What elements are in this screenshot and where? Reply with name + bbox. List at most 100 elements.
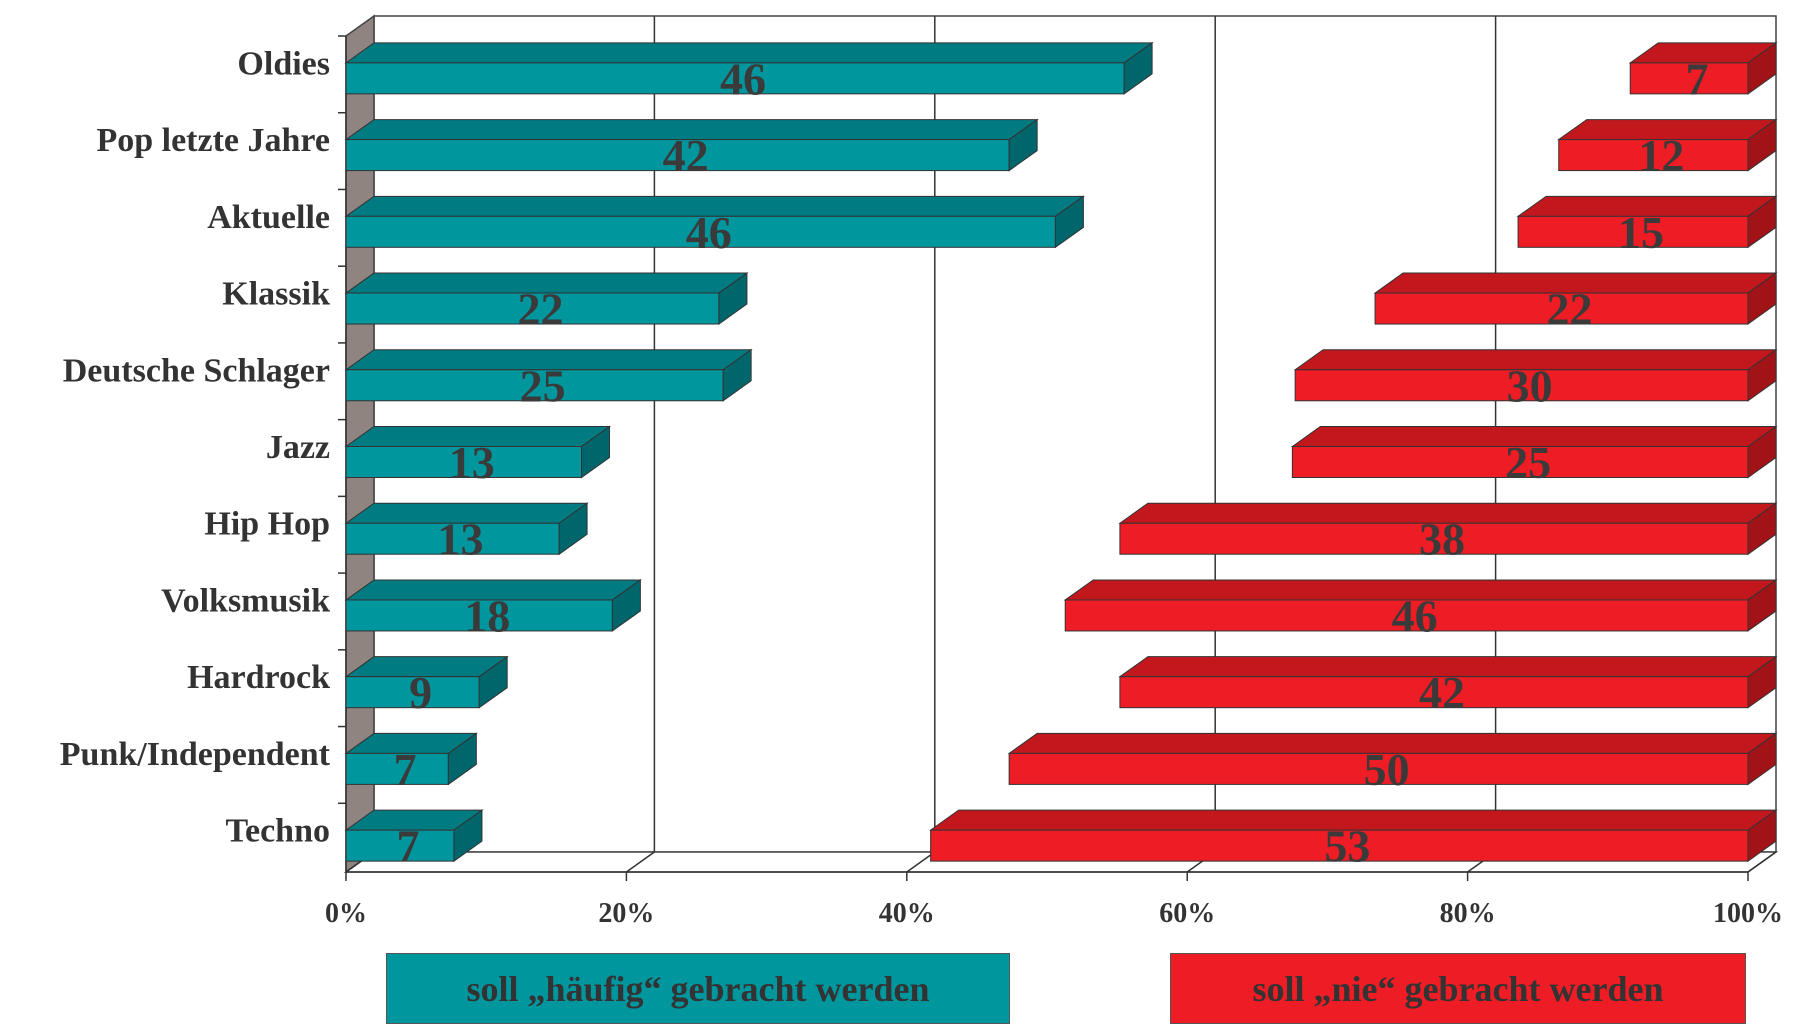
bar-side xyxy=(1747,195,1777,249)
bar-haeufig xyxy=(344,732,478,786)
bar-front xyxy=(1294,369,1749,402)
data-label-haeufig: 22 xyxy=(517,284,563,335)
bar-nie xyxy=(1293,348,1778,402)
data-label-nie: 46 xyxy=(1392,590,1438,641)
x-tick-label: 20% xyxy=(598,898,654,929)
bar-front xyxy=(1119,522,1749,555)
bar-haeufig xyxy=(344,655,509,709)
data-label-nie: 38 xyxy=(1419,514,1465,565)
legend-nie: soll „nie“ gebracht werden xyxy=(1170,953,1746,1024)
bar-side xyxy=(1747,655,1777,709)
data-label-nie: 15 xyxy=(1618,207,1664,258)
data-label-haeufig: 18 xyxy=(464,590,510,641)
bar-side xyxy=(558,502,588,556)
bar-front xyxy=(1517,215,1749,248)
bar-side xyxy=(1054,195,1084,249)
bar-front xyxy=(1064,599,1749,632)
data-label-nie: 12 xyxy=(1638,130,1684,181)
bar-side xyxy=(1747,348,1777,402)
data-label-haeufig: 46 xyxy=(686,207,732,258)
bar-nie xyxy=(1516,195,1778,249)
data-label-nie: 25 xyxy=(1505,437,1551,488)
bar-haeufig xyxy=(344,272,749,326)
bar-side xyxy=(611,578,641,632)
bar-nie xyxy=(1290,425,1778,479)
category-label: Techno xyxy=(225,813,330,850)
bar-front xyxy=(1374,292,1749,325)
bar-side xyxy=(1747,41,1777,95)
legend-haeufig: soll „häufig“ gebracht werden xyxy=(386,953,1010,1024)
x-tick-label: 80% xyxy=(1440,898,1496,929)
bar-side xyxy=(1747,732,1777,786)
bar-side xyxy=(478,655,508,709)
bar-nie xyxy=(1557,118,1778,172)
bar-front xyxy=(345,446,583,478)
floor-gridline xyxy=(906,851,936,873)
floor-gridline xyxy=(1747,851,1777,873)
bar-haeufig xyxy=(344,41,1154,95)
bar-nie xyxy=(1118,502,1778,556)
bar-side xyxy=(722,348,752,402)
bar-haeufig xyxy=(344,195,1085,249)
bar-side xyxy=(1747,425,1777,479)
bar-haeufig xyxy=(344,578,642,632)
category-labels: Oldies Pop letzte Jahre Aktuelle Klassik Deu… xyxy=(60,45,331,849)
bar-front xyxy=(1119,676,1749,709)
bar-front xyxy=(345,62,1125,95)
bar-side xyxy=(1008,118,1038,172)
bar-side xyxy=(718,272,748,326)
bar-front xyxy=(345,369,724,402)
legend-label-nie: soll „nie“ gebracht werden xyxy=(1252,968,1664,1009)
data-label-nie: 7 xyxy=(1686,53,1709,104)
category-label: Hip Hop xyxy=(204,506,330,543)
data-label-nie: 53 xyxy=(1324,821,1370,872)
bars xyxy=(344,41,1778,863)
bar-front xyxy=(345,215,1056,248)
legend-label-haeufig: soll „häufig“ gebracht werden xyxy=(466,968,930,1009)
bar-side xyxy=(1747,809,1777,863)
bar-side xyxy=(1747,502,1777,556)
bar-front xyxy=(345,522,560,555)
x-tick-labels: 0% 20% 40% 60% 80% 100% xyxy=(325,898,1783,929)
bar-haeufig xyxy=(344,425,612,479)
category-label: Pop letzte Jahre xyxy=(96,122,330,159)
category-label: Klassik xyxy=(222,276,330,313)
data-label-nie: 30 xyxy=(1507,360,1553,411)
bar-side xyxy=(1747,118,1777,172)
data-label-haeufig: 7 xyxy=(396,821,419,872)
bar-front xyxy=(345,676,480,709)
bar-side xyxy=(581,425,611,479)
data-label-haeufig: 46 xyxy=(720,53,766,104)
data-label-haeufig: 42 xyxy=(663,130,709,181)
data-labels: 46 7 42 12 46 15 22 22 25 30 13 25 13 38 18 46 9 42 7 50 7 53 xyxy=(394,53,1709,871)
x-tick-label: 100% xyxy=(1713,898,1783,929)
data-label-nie: 42 xyxy=(1419,667,1465,718)
category-label: Oldies xyxy=(237,45,330,82)
data-label-haeufig: 9 xyxy=(409,667,432,718)
category-label: Hardrock xyxy=(187,659,330,696)
x-tick-label: 40% xyxy=(879,898,935,929)
x-tick-label: 0% xyxy=(325,898,367,929)
bar-haeufig xyxy=(344,809,484,863)
bar-front xyxy=(345,139,1010,172)
x-tick-label: 60% xyxy=(1159,898,1215,929)
category-label: Deutsche Schlager xyxy=(63,352,330,389)
bar-haeufig xyxy=(344,348,753,402)
bar-side xyxy=(1747,272,1777,326)
category-label: Aktuelle xyxy=(207,199,330,236)
bar-side xyxy=(1123,41,1153,95)
bar-side xyxy=(453,809,483,863)
bar-side xyxy=(1747,578,1777,632)
bar-nie xyxy=(1007,732,1778,786)
data-label-haeufig: 7 xyxy=(394,744,417,795)
bar-haeufig xyxy=(344,502,589,556)
floor-gridline xyxy=(625,851,655,873)
bar-nie xyxy=(1063,578,1778,632)
category-label: Volksmusik xyxy=(161,582,330,619)
bar-nie xyxy=(1118,655,1778,709)
bar-nie xyxy=(1628,41,1778,95)
bar-front xyxy=(345,292,720,325)
bar-nie xyxy=(1373,272,1778,326)
data-label-nie: 22 xyxy=(1547,284,1593,335)
